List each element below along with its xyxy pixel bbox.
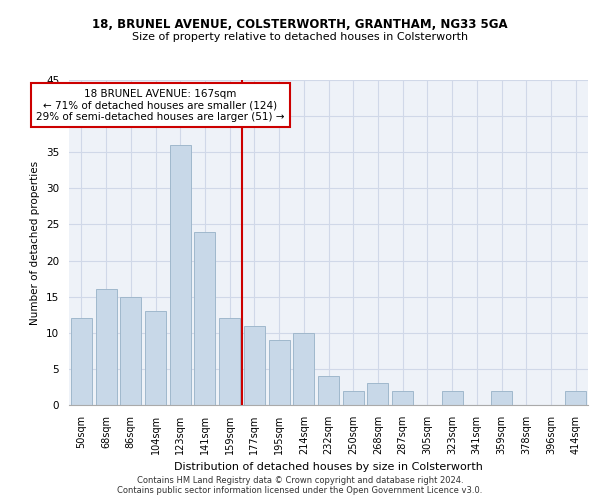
Bar bbox=[269, 340, 290, 405]
Text: 18 BRUNEL AVENUE: 167sqm
← 71% of detached houses are smaller (124)
29% of semi-: 18 BRUNEL AVENUE: 167sqm ← 71% of detach… bbox=[36, 88, 284, 122]
Bar bbox=[95, 290, 116, 405]
Bar bbox=[392, 390, 413, 405]
Bar bbox=[565, 390, 586, 405]
Bar bbox=[120, 296, 141, 405]
Bar bbox=[145, 311, 166, 405]
Bar bbox=[442, 390, 463, 405]
Bar bbox=[170, 145, 191, 405]
Bar bbox=[293, 333, 314, 405]
Bar bbox=[194, 232, 215, 405]
Y-axis label: Number of detached properties: Number of detached properties bbox=[31, 160, 40, 324]
Text: Size of property relative to detached houses in Colsterworth: Size of property relative to detached ho… bbox=[132, 32, 468, 42]
X-axis label: Distribution of detached houses by size in Colsterworth: Distribution of detached houses by size … bbox=[174, 462, 483, 472]
Bar bbox=[71, 318, 92, 405]
Bar bbox=[491, 390, 512, 405]
Bar bbox=[367, 384, 388, 405]
Text: Contains HM Land Registry data © Crown copyright and database right 2024.
Contai: Contains HM Land Registry data © Crown c… bbox=[118, 476, 482, 495]
Bar bbox=[318, 376, 339, 405]
Bar bbox=[219, 318, 240, 405]
Bar bbox=[343, 390, 364, 405]
Text: 18, BRUNEL AVENUE, COLSTERWORTH, GRANTHAM, NG33 5GA: 18, BRUNEL AVENUE, COLSTERWORTH, GRANTHA… bbox=[92, 18, 508, 30]
Bar bbox=[244, 326, 265, 405]
